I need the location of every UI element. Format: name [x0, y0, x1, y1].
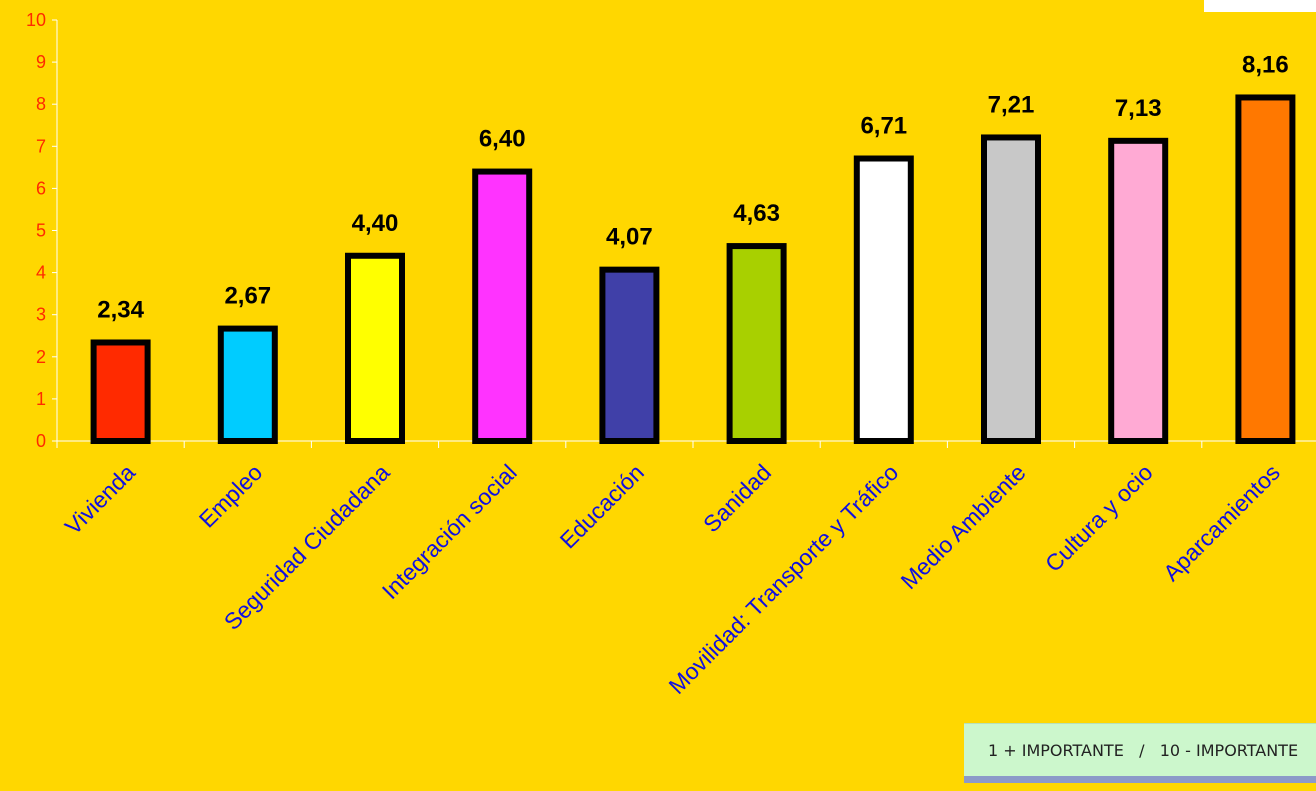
bar — [981, 134, 1041, 444]
data-label: 2,67 — [224, 283, 271, 310]
x-tick-label: Educación — [555, 459, 649, 553]
data-label: 7,21 — [988, 91, 1035, 118]
bar — [472, 168, 533, 444]
x-tick-label: Movilidad: Transporte y Tráfico — [663, 459, 903, 699]
x-tick-label: Sanidad — [698, 459, 776, 537]
x-tick-label: Cultura y ocio — [1040, 459, 1158, 577]
data-label: 8,16 — [1242, 51, 1289, 78]
data-label: 6,71 — [860, 113, 907, 140]
bar — [1108, 137, 1169, 444]
bar — [90, 339, 151, 444]
x-tick-label: Integración social — [377, 459, 522, 604]
bar — [1235, 94, 1296, 445]
data-label: 2,34 — [97, 296, 144, 323]
data-label: 4,07 — [606, 224, 653, 251]
legend-note-box: 1 + IMPORTANTE / 10 - IMPORTANTE — [964, 723, 1316, 783]
bar — [345, 252, 405, 444]
bar — [599, 266, 660, 445]
y-tick-label: 3 — [36, 305, 46, 325]
y-tick-label: 2 — [36, 347, 46, 367]
x-tick-label: Vivienda — [60, 459, 141, 540]
y-tick-label: 9 — [36, 52, 46, 72]
y-tick-label: 0 — [36, 431, 46, 451]
bar — [726, 243, 787, 444]
legend-note-text: 1 + IMPORTANTE / 10 - IMPORTANTE — [964, 723, 1316, 776]
data-label: 4,63 — [733, 200, 780, 227]
x-tick-label: Empleo — [194, 459, 268, 533]
y-tick-label: 1 — [36, 389, 46, 409]
y-tick-label: 10 — [26, 10, 46, 30]
y-tick-label: 4 — [36, 263, 46, 283]
corner-logo-icon — [1204, 0, 1316, 12]
bar — [217, 325, 278, 444]
y-tick-label: 7 — [36, 136, 46, 156]
y-tick-label: 5 — [36, 221, 46, 241]
y-tick-label: 8 — [36, 94, 46, 114]
y-tick-label: 6 — [36, 178, 46, 198]
data-label: 4,40 — [352, 210, 399, 237]
bar — [853, 155, 914, 444]
data-label: 6,40 — [479, 126, 526, 153]
x-tick-label: Medio Ambiente — [896, 459, 1031, 594]
x-tick-label: Aparcamientos — [1158, 459, 1285, 586]
data-label: 7,13 — [1115, 95, 1162, 122]
